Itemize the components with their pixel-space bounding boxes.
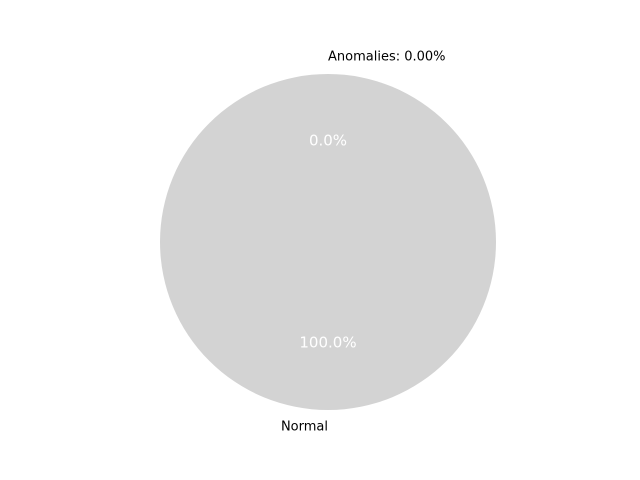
pie-slice-pct-1: 100.0%	[299, 333, 356, 351]
pie-slice-1	[160, 74, 496, 410]
pie-labels: Anomalies: 0.00% 0.0% Normal 100.0%	[281, 50, 446, 435]
pie-slice-label-1: Normal	[281, 419, 328, 434]
pie-wedges	[160, 74, 496, 410]
pie-slice-label-0: Anomalies: 0.00%	[328, 50, 446, 65]
pie-slice-pct-0: 0.0%	[309, 132, 347, 150]
